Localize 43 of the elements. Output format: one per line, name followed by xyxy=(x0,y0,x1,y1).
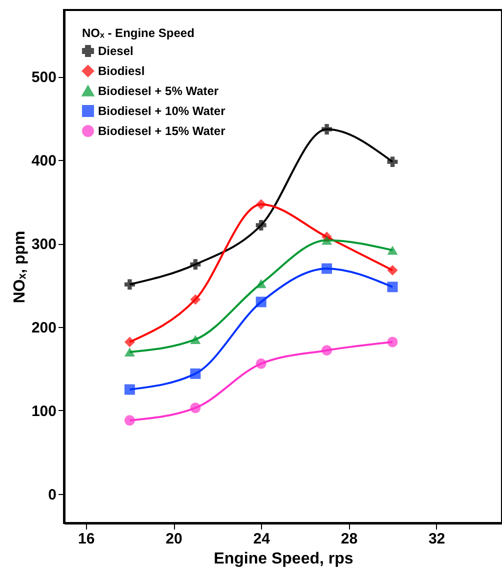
y-tick-label: 500 xyxy=(31,69,56,86)
legend-label: Diesel xyxy=(98,44,134,58)
point xyxy=(124,279,135,290)
point xyxy=(124,347,135,357)
point xyxy=(256,220,266,230)
point xyxy=(322,345,332,356)
point xyxy=(387,336,398,348)
point xyxy=(190,368,201,379)
point xyxy=(190,402,201,414)
y-axis-title: NOₓ, ppm xyxy=(11,230,28,304)
legend-label: Biodiesel + 10% Water xyxy=(98,104,226,118)
point xyxy=(256,358,266,369)
point xyxy=(322,124,332,135)
y-tick-label: 300 xyxy=(31,236,56,254)
y-tick-label: 0 xyxy=(48,486,56,504)
point xyxy=(387,265,398,276)
x-tick-label: 24 xyxy=(253,530,271,548)
legend-label: Biodiesel + 15% Water xyxy=(98,124,226,138)
point xyxy=(190,334,201,344)
y-tick-label: 400 xyxy=(31,152,56,170)
x-tick-label: 32 xyxy=(428,530,446,548)
point xyxy=(387,156,398,168)
x-tick-label: 16 xyxy=(78,530,95,548)
y-tick-label: 200 xyxy=(31,319,56,336)
y-tick-label: 100 xyxy=(31,402,56,420)
point xyxy=(124,384,135,395)
point xyxy=(190,294,201,305)
point xyxy=(124,336,135,348)
point xyxy=(322,263,332,274)
point xyxy=(387,246,398,255)
x-tick-label: 20 xyxy=(166,530,182,548)
point xyxy=(256,296,266,308)
legend-title: NOₓ - Engine Speed xyxy=(82,26,194,40)
point xyxy=(256,279,266,288)
point xyxy=(256,199,266,210)
point xyxy=(322,236,332,245)
x-axis-title: Engine Speed, rps xyxy=(214,550,354,568)
legend-label: Biodiesl xyxy=(98,64,145,78)
point xyxy=(190,259,201,270)
x-tick-label: 28 xyxy=(340,530,358,548)
point xyxy=(387,282,398,292)
legend-label: Biodiesel + 5% Water xyxy=(98,84,219,98)
point xyxy=(124,415,135,426)
